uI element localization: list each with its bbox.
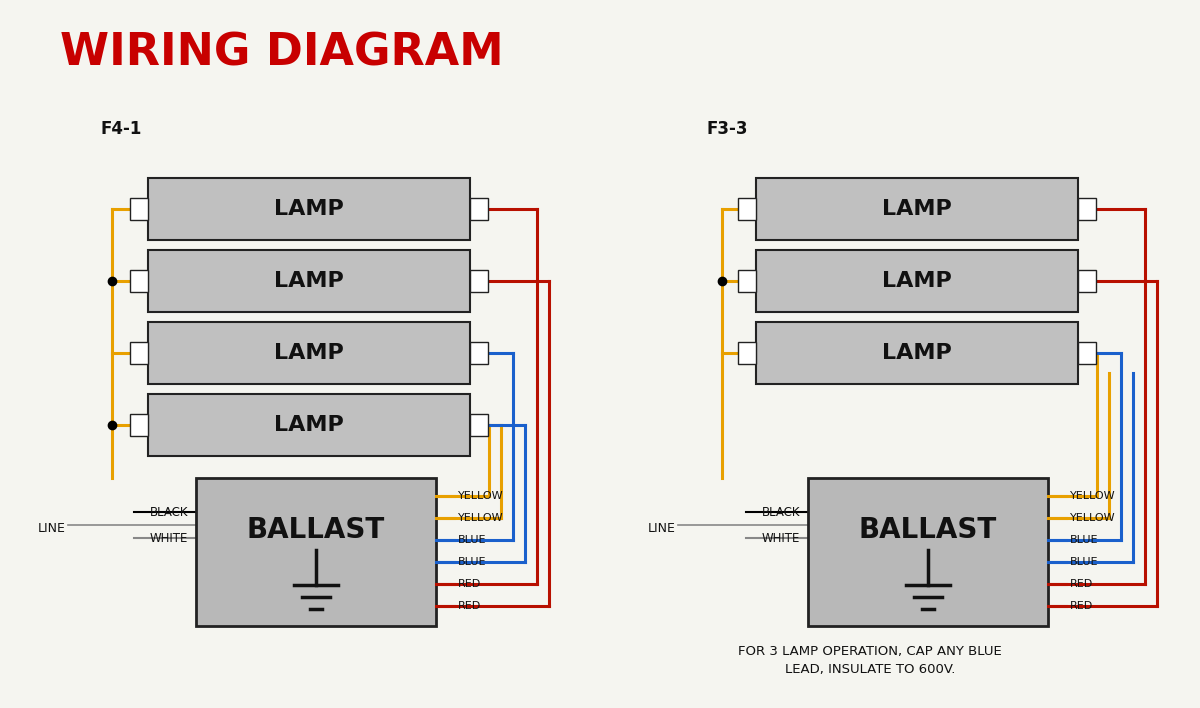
FancyBboxPatch shape	[148, 394, 470, 456]
Text: BALLAST: BALLAST	[247, 516, 385, 544]
Text: F4-1: F4-1	[100, 120, 142, 138]
FancyBboxPatch shape	[756, 322, 1078, 384]
Text: BLUE: BLUE	[458, 557, 486, 567]
Text: LAMP: LAMP	[882, 199, 952, 219]
Text: BLACK: BLACK	[762, 506, 800, 518]
FancyBboxPatch shape	[470, 342, 488, 364]
Text: RED: RED	[1070, 579, 1093, 589]
FancyBboxPatch shape	[1078, 342, 1096, 364]
Text: LAMP: LAMP	[274, 271, 344, 291]
FancyBboxPatch shape	[1078, 270, 1096, 292]
Text: F3-3: F3-3	[706, 120, 748, 138]
FancyBboxPatch shape	[738, 342, 756, 364]
Text: YELLOW: YELLOW	[1070, 513, 1116, 523]
FancyBboxPatch shape	[1078, 198, 1096, 220]
Text: LAMP: LAMP	[274, 415, 344, 435]
Text: BLUE: BLUE	[1070, 535, 1098, 545]
Text: FOR 3 LAMP OPERATION, CAP ANY BLUE: FOR 3 LAMP OPERATION, CAP ANY BLUE	[738, 645, 1002, 658]
FancyBboxPatch shape	[470, 414, 488, 436]
Text: LAMP: LAMP	[882, 343, 952, 363]
FancyBboxPatch shape	[470, 198, 488, 220]
Text: LAMP: LAMP	[274, 343, 344, 363]
Text: BLUE: BLUE	[458, 535, 486, 545]
FancyBboxPatch shape	[196, 478, 436, 626]
Text: RED: RED	[458, 601, 481, 611]
Text: WHITE: WHITE	[150, 532, 188, 544]
Text: RED: RED	[458, 579, 481, 589]
FancyBboxPatch shape	[738, 270, 756, 292]
FancyBboxPatch shape	[130, 270, 148, 292]
FancyBboxPatch shape	[130, 414, 148, 436]
FancyBboxPatch shape	[756, 250, 1078, 312]
Text: LINE: LINE	[38, 522, 66, 535]
Text: LINE: LINE	[648, 522, 676, 535]
FancyBboxPatch shape	[130, 198, 148, 220]
FancyBboxPatch shape	[130, 342, 148, 364]
Text: WIRING DIAGRAM: WIRING DIAGRAM	[60, 32, 504, 75]
FancyBboxPatch shape	[470, 270, 488, 292]
Text: BLUE: BLUE	[1070, 557, 1098, 567]
Text: RED: RED	[1070, 601, 1093, 611]
Text: BLACK: BLACK	[150, 506, 188, 518]
Text: YELLOW: YELLOW	[1070, 491, 1116, 501]
FancyBboxPatch shape	[738, 198, 756, 220]
Text: LEAD, INSULATE TO 600V.: LEAD, INSULATE TO 600V.	[785, 663, 955, 676]
Text: WHITE: WHITE	[762, 532, 800, 544]
FancyBboxPatch shape	[808, 478, 1048, 626]
FancyBboxPatch shape	[148, 178, 470, 240]
Text: YELLOW: YELLOW	[458, 513, 504, 523]
FancyBboxPatch shape	[148, 250, 470, 312]
FancyBboxPatch shape	[148, 322, 470, 384]
Text: LAMP: LAMP	[274, 199, 344, 219]
Text: BALLAST: BALLAST	[859, 516, 997, 544]
Text: YELLOW: YELLOW	[458, 491, 504, 501]
FancyBboxPatch shape	[756, 178, 1078, 240]
Text: LAMP: LAMP	[882, 271, 952, 291]
